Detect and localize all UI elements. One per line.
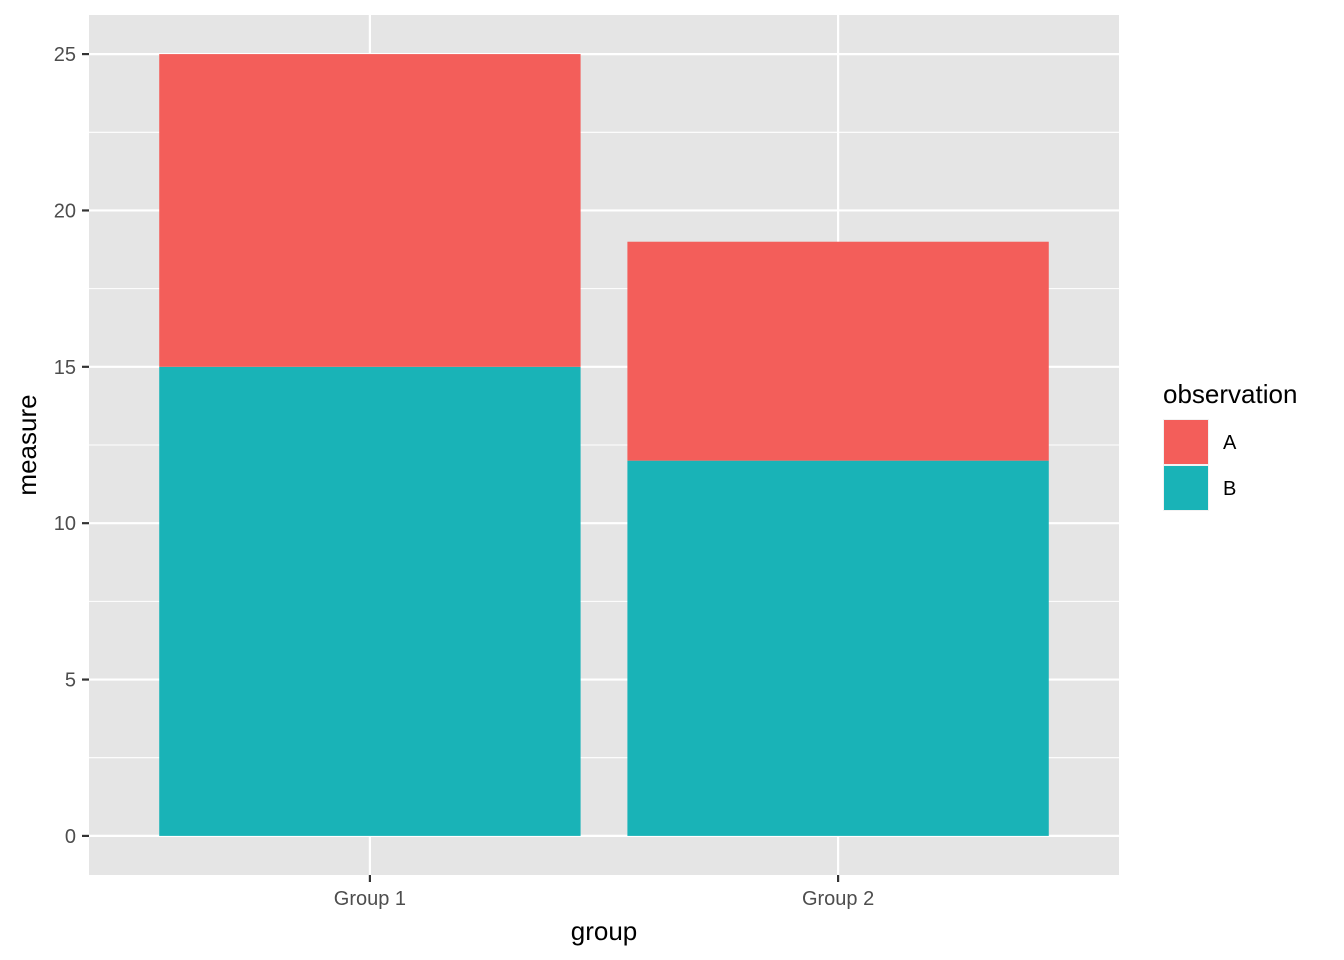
bars xyxy=(159,54,1049,836)
bar-a-group-1 xyxy=(159,54,581,367)
y-tick-label: 20 xyxy=(54,200,76,222)
x-tick-label: Group 2 xyxy=(802,888,874,910)
legend-title: observation xyxy=(1163,379,1297,409)
legend-label-a: A xyxy=(1223,432,1237,454)
legend-items: AB xyxy=(1163,419,1237,511)
bar-b-group-2 xyxy=(627,460,1049,836)
x-axis-title: group xyxy=(571,916,638,946)
bar-a-group-2 xyxy=(627,241,1049,461)
y-tick-label: 15 xyxy=(54,357,76,379)
y-tick-label: 0 xyxy=(65,826,76,848)
legend-swatch-a xyxy=(1164,420,1208,464)
legend-swatch-b xyxy=(1164,466,1208,510)
legend-label-b: B xyxy=(1223,478,1236,500)
legend: observation AB xyxy=(1163,379,1297,511)
y-tick-label: 10 xyxy=(54,513,76,535)
y-axis-title: measure xyxy=(12,394,42,495)
x-tick-label: Group 1 xyxy=(334,888,406,910)
y-tick-label: 5 xyxy=(65,670,76,692)
axes: 0 5 10 15 20 25 Group 1 Group 2 xyxy=(54,44,874,910)
y-tick-label: 25 xyxy=(54,44,76,66)
bar-b-group-1 xyxy=(159,366,581,836)
